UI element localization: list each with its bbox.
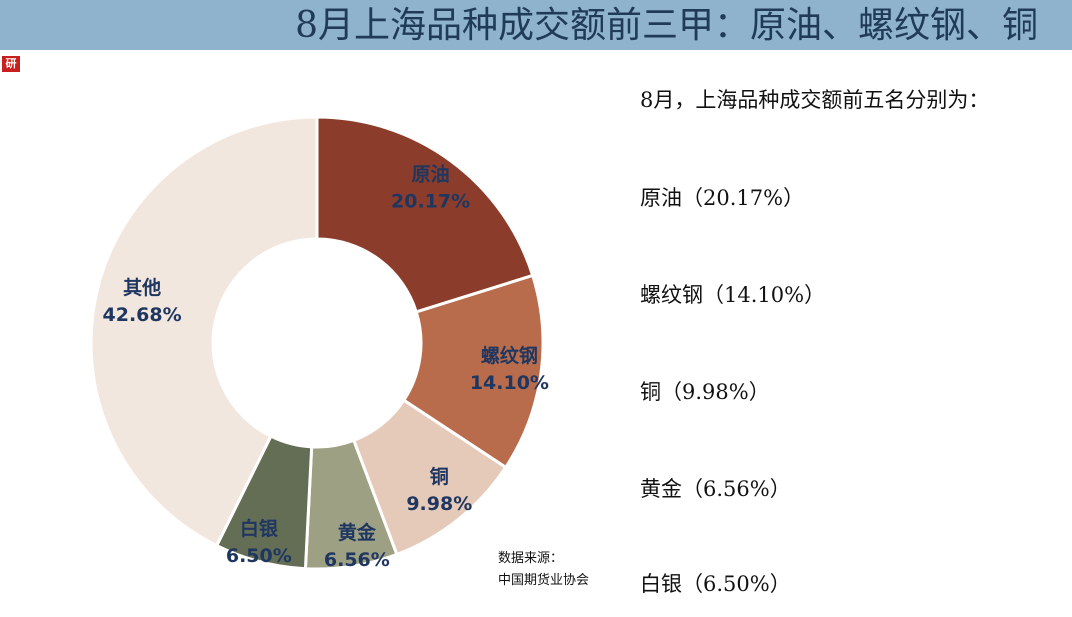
slice-value-silver: 6.50% [226, 545, 292, 567]
page-title: 8月上海品种成交额前三甲：原油、螺纹钢、铜 [295, 5, 1038, 46]
summary-item-rebar: 螺纹钢（14.10%） [640, 283, 826, 307]
slice-value-other: 42.68% [103, 304, 182, 326]
slice-label-silver: 白银 [240, 517, 279, 540]
slice-label-other: 其他 [123, 276, 161, 299]
slice-label-crude-oil: 原油 [412, 163, 450, 185]
institution-logo-icon: 研 [2, 56, 20, 72]
summary-item-gold: 黄金（6.56%） [640, 477, 791, 501]
summary-item-silver: 白银（6.50%） [640, 572, 791, 596]
slice-label-rebar: 螺纹钢 [481, 344, 538, 367]
summary-item-crude-oil: 原油（20.17%） [640, 186, 805, 210]
slice-value-copper: 9.98% [406, 493, 472, 515]
summary-intro: 8月，上海品种成交额前五名分别为： [640, 88, 990, 112]
slice-value-rebar: 14.10% [470, 372, 549, 394]
source-name: 中国期货业协会 [498, 573, 590, 588]
slice-rebar [401, 273, 545, 470]
source-label: 数据来源： [498, 551, 564, 566]
summary-item-copper: 铜（9.98%） [640, 380, 770, 404]
slice-label-gold: 黄金 [338, 521, 377, 544]
slice-value-crude-oil: 20.17% [391, 190, 470, 212]
title-bar: 8月上海品种成交额前三甲：原油、螺纹钢、铜 [0, 0, 1072, 50]
data-source: 数据来源： 中国期货业协会 [498, 548, 589, 592]
slice-label-copper: 铜 [430, 465, 449, 488]
slice-other [89, 115, 319, 548]
slice-value-gold: 6.56% [324, 549, 390, 571]
slice-crude-oil [315, 115, 535, 314]
